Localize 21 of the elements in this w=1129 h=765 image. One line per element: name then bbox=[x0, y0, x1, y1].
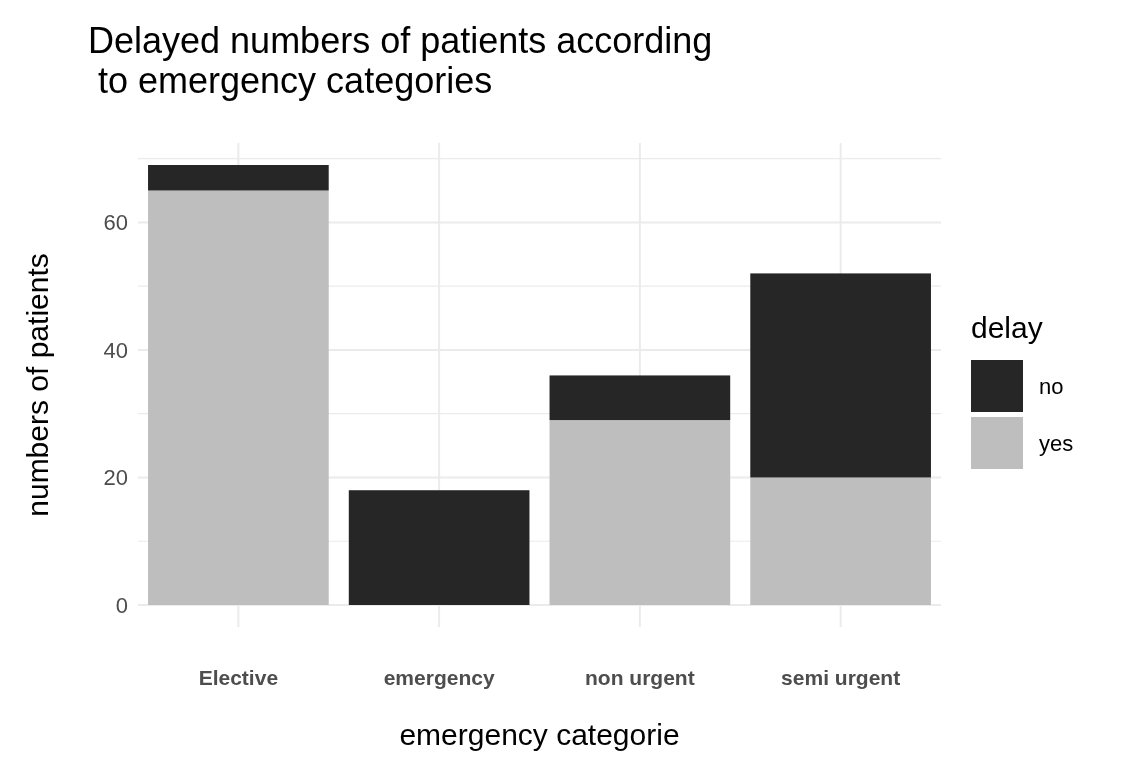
bar bbox=[148, 190, 329, 605]
bar bbox=[148, 165, 329, 191]
bar bbox=[549, 375, 731, 421]
legend-title: delay bbox=[971, 311, 1043, 344]
y-tick-label: 20 bbox=[103, 465, 128, 491]
y-tick-label: 0 bbox=[115, 592, 128, 618]
x-tick-label: semi urgent bbox=[781, 666, 901, 689]
y-tick-label: 40 bbox=[103, 337, 128, 363]
bar bbox=[549, 420, 731, 605]
x-tick-label: Elective bbox=[198, 666, 279, 689]
legend-label: yes bbox=[1039, 430, 1074, 456]
y-tick-label: 60 bbox=[103, 210, 128, 236]
bar bbox=[750, 477, 931, 605]
bar bbox=[348, 490, 530, 605]
bar bbox=[750, 273, 931, 478]
legend-label: no bbox=[1039, 373, 1064, 399]
x-tick-label: non urgent bbox=[585, 666, 695, 689]
x-tick-label: emergency bbox=[383, 666, 495, 689]
chart-title: Delayed numbers of patients according to emergency categories bbox=[88, 20, 713, 101]
y-axis-title: numbers of patients bbox=[21, 253, 54, 517]
x-axis-title: emergency categorie bbox=[399, 718, 680, 751]
